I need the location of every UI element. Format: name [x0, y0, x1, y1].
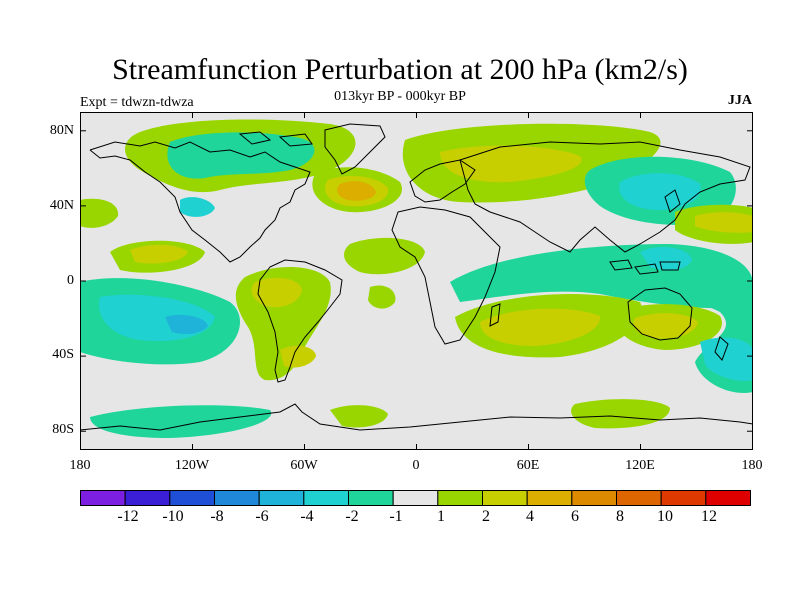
- coastline-north-america: [89, 141, 311, 263]
- coastline-south-america: [257, 259, 343, 383]
- axis-ticks: [80, 112, 753, 450]
- coastline-asia: [459, 141, 751, 253]
- contour-region: [130, 244, 188, 264]
- contour-region: [330, 405, 388, 428]
- contour-fills: [80, 119, 753, 438]
- colorbar-swatch: [526, 490, 573, 506]
- colorbar-label: -6: [255, 508, 269, 525]
- contour-region: [337, 181, 376, 201]
- contour-region: [180, 197, 215, 217]
- colorbar-label: -4: [300, 508, 314, 525]
- colorbar-swatch: [303, 490, 349, 506]
- contour-region: [167, 132, 315, 179]
- colorbar-label: -12: [117, 508, 139, 525]
- colorbar-swatch: [80, 490, 126, 506]
- x-tick-label: 180: [741, 458, 763, 473]
- coastline-europe: [409, 159, 476, 203]
- experiment-label: Expt = tdwzn-tdwza: [80, 95, 194, 110]
- x-tick-label: 0: [412, 458, 420, 473]
- colorbar-label: 2: [482, 508, 490, 525]
- colorbar-swatch: [437, 490, 484, 506]
- colorbar: [80, 490, 751, 506]
- y-tick-label: 40N: [49, 198, 74, 213]
- contour-region: [344, 237, 425, 275]
- coastline-greenland: [324, 123, 386, 175]
- x-tick-label: 120E: [625, 458, 655, 473]
- colorbar-label: 12: [701, 508, 717, 525]
- contour-region: [368, 285, 396, 309]
- colorbar-label: -1: [389, 508, 403, 525]
- colorbar-swatch: [616, 490, 662, 506]
- colorbar-swatch: [169, 490, 216, 506]
- x-tick-label: 180: [69, 458, 91, 473]
- contour-region: [280, 345, 316, 368]
- contour-region: [90, 405, 272, 438]
- coastline-antarctica: [80, 403, 753, 431]
- coastline-arctic: [238, 131, 313, 147]
- coastline-indonesia: [609, 259, 681, 275]
- colorbar-swatch: [214, 490, 260, 506]
- contour-region: [619, 173, 701, 210]
- coastlines: [80, 123, 753, 431]
- colorbar-swatch: [258, 490, 305, 506]
- contour-region: [165, 314, 208, 334]
- y-tick-label: 0: [67, 273, 74, 288]
- map-panel: [80, 112, 753, 450]
- colorbar-swatch: [348, 490, 394, 506]
- coastline-africa: [391, 206, 501, 345]
- colorbar-swatch: [124, 490, 171, 506]
- chart-subtitle: 013kyr BP - 000kyr BP: [334, 89, 466, 104]
- colorbar-label: -10: [162, 508, 184, 525]
- coastline-madagascar: [489, 303, 501, 327]
- colorbar-label: 6: [571, 508, 579, 525]
- season-label: JJA: [727, 93, 752, 108]
- y-tick-label: 80S: [52, 422, 74, 437]
- coastline-new-zealand: [714, 336, 729, 361]
- contour-region: [700, 337, 753, 381]
- colorbar-swatch: [571, 490, 618, 506]
- colorbar-label: -2: [345, 508, 359, 525]
- colorbar-swatch: [705, 490, 751, 506]
- contour-region: [695, 212, 753, 233]
- colorbar-label: 4: [526, 508, 534, 525]
- coastline-australia: [627, 287, 693, 341]
- contour-region: [80, 198, 119, 228]
- coastline-japan: [664, 189, 681, 213]
- contour-region: [571, 399, 670, 429]
- chart-title: Streamfunction Perturbation at 200 hPa (…: [112, 53, 688, 86]
- colorbar-label: 8: [616, 508, 624, 525]
- colorbar-swatch: [482, 490, 528, 506]
- x-tick-label: 120W: [174, 458, 210, 473]
- x-tick-label: 60W: [290, 458, 318, 473]
- colorbar-label: -8: [210, 508, 224, 525]
- contour-region: [251, 277, 302, 308]
- colorbar-swatch: [660, 490, 707, 506]
- y-tick-label: 80N: [49, 123, 74, 138]
- x-tick-label: 60E: [516, 458, 540, 473]
- colorbar-swatch: [392, 490, 439, 506]
- contour-region: [480, 308, 601, 346]
- colorbar-label: 10: [657, 508, 673, 525]
- y-tick-label: 40S: [52, 347, 74, 362]
- colorbar-label: 1: [437, 508, 445, 525]
- contour-region: [633, 313, 698, 339]
